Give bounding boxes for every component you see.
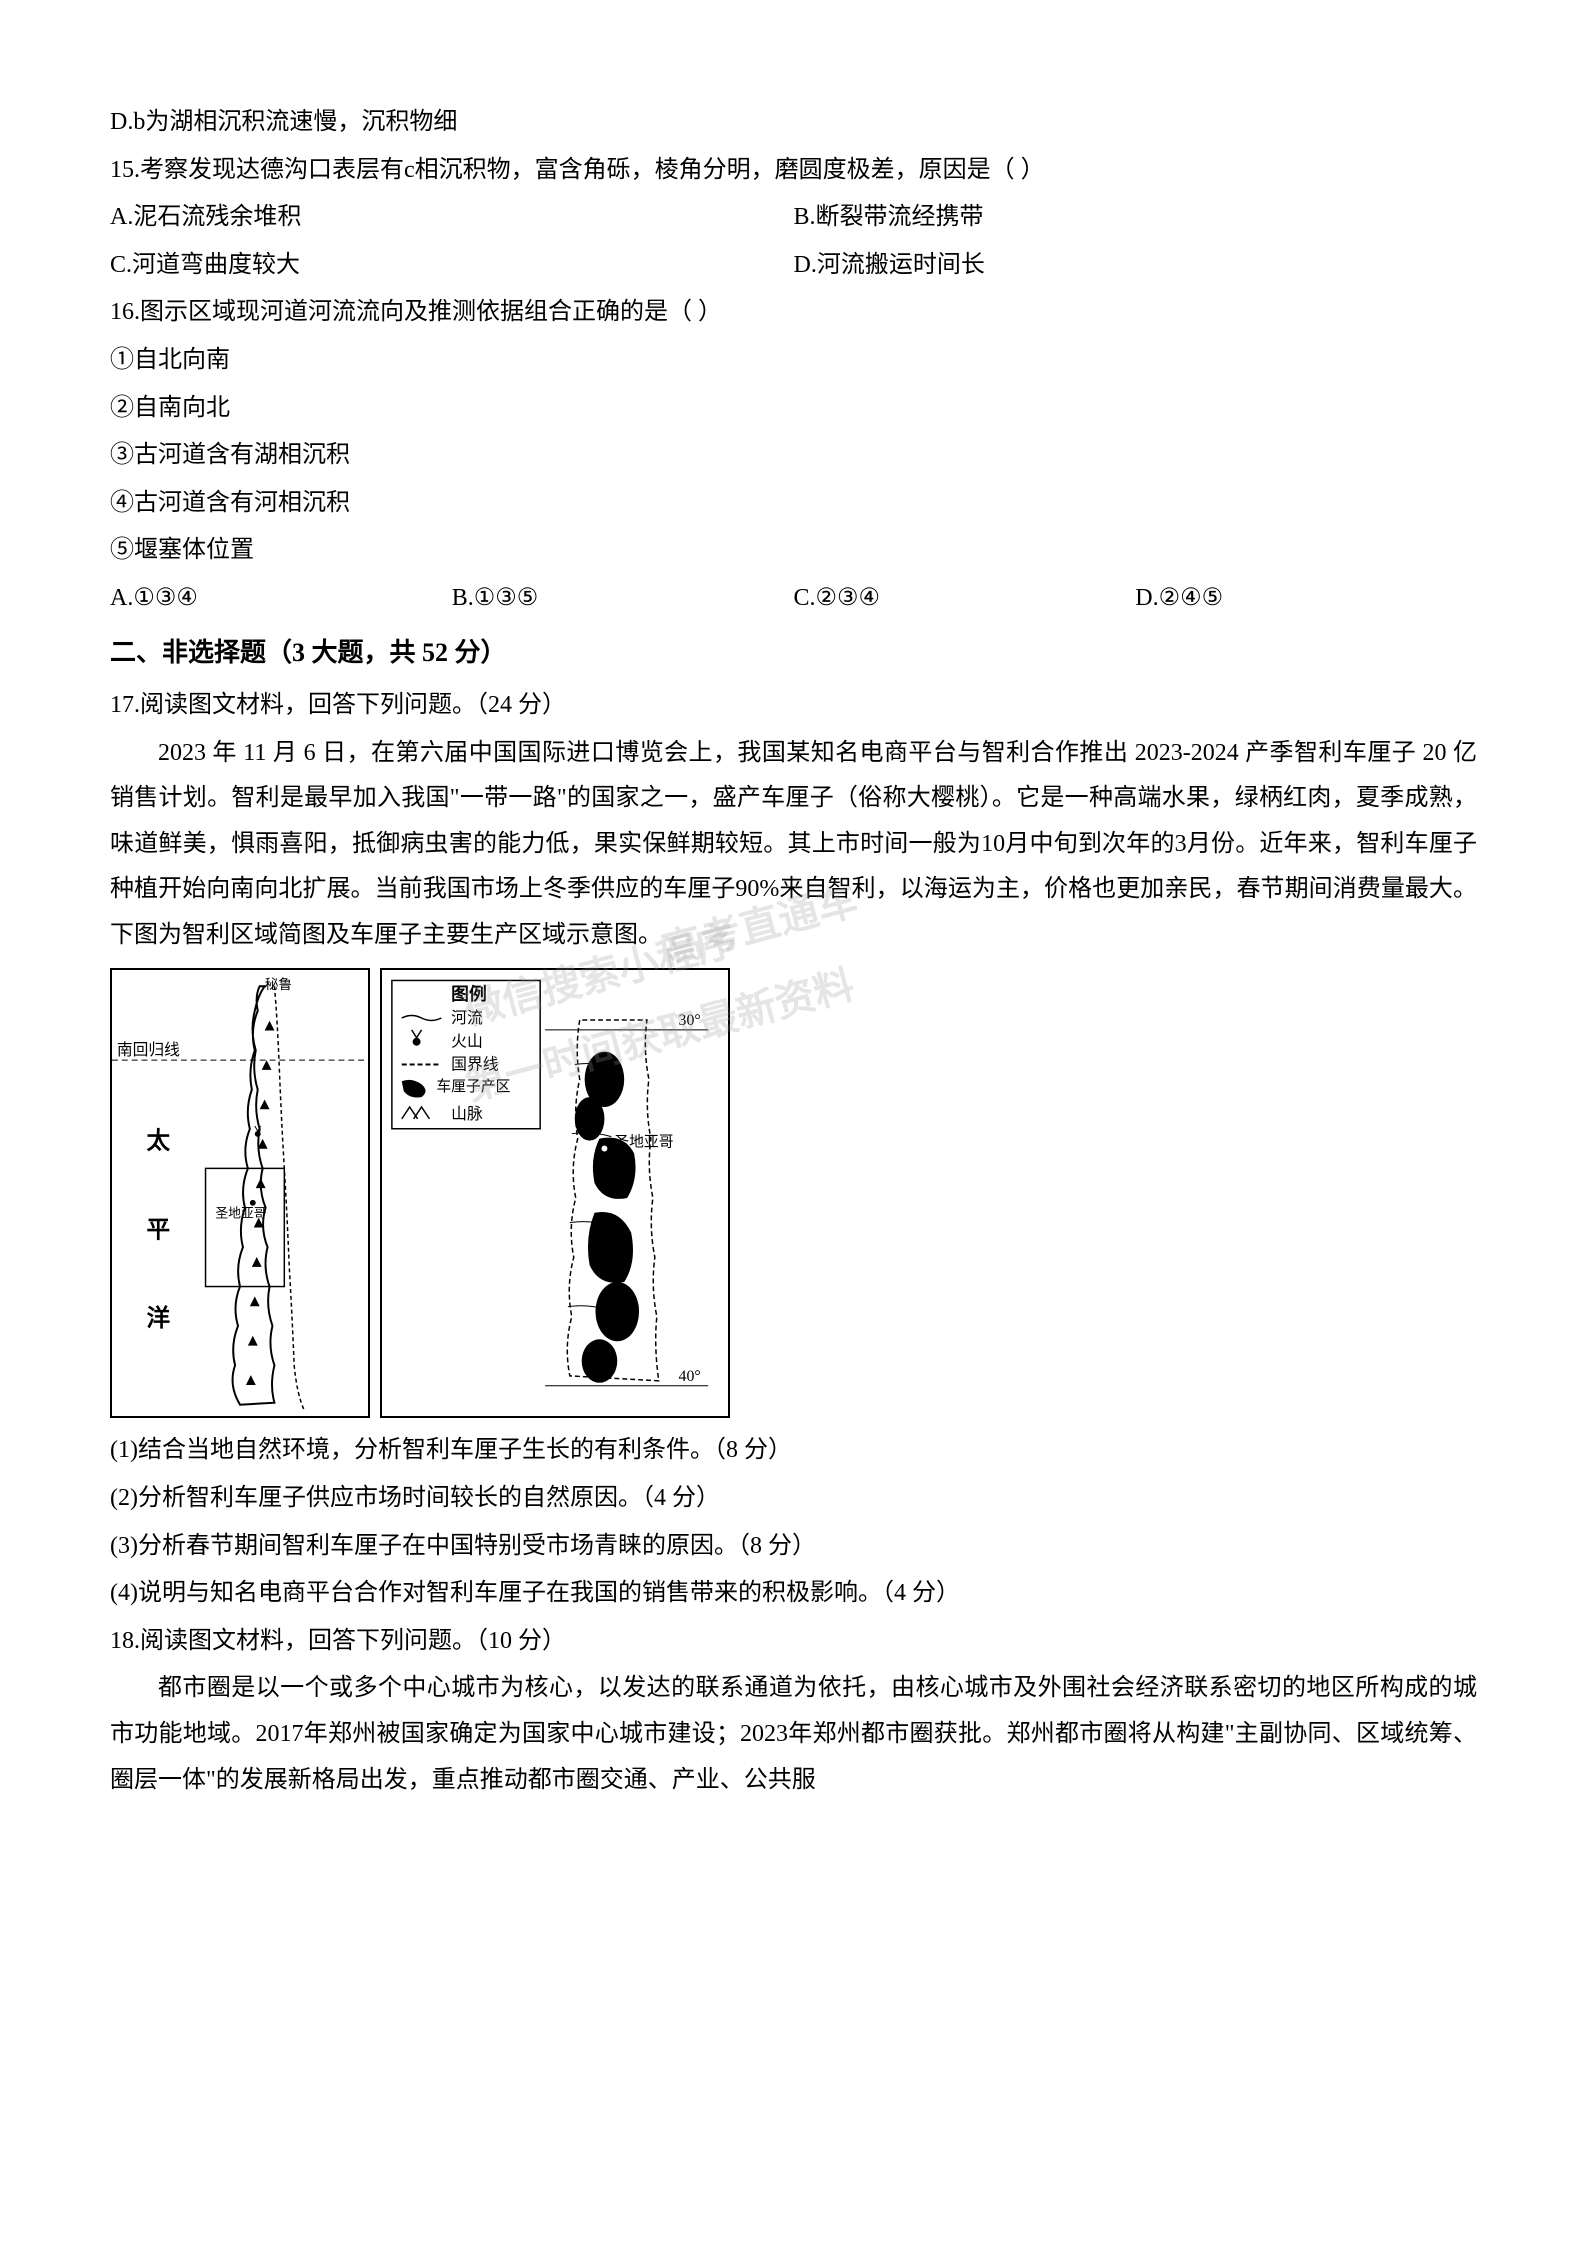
q15-option-b: B.断裂带流经携带 bbox=[794, 195, 1478, 241]
santiago-detail-marker bbox=[600, 1145, 608, 1153]
q16-opt4: ④古河道含有河相沉积 bbox=[110, 481, 1477, 527]
q16-opt5: ⑤堰塞体位置 bbox=[110, 528, 1477, 574]
chile-overview-map: 南回归线 太 平 洋 秘鲁 圣地亚哥 bbox=[110, 968, 370, 1418]
q17-stem: 17.阅读图文材料，回答下列问题。（24 分） bbox=[110, 683, 1477, 729]
legend-cherry: 车厘子产区 bbox=[436, 1079, 510, 1096]
q17-sub4: (4)说明与知名电商平台合作对智利车厘子在我国的销售带来的积极影响。（4 分） bbox=[110, 1571, 1477, 1617]
legend-mountain: 山脉 bbox=[451, 1105, 483, 1123]
mountain-icon bbox=[402, 1107, 430, 1119]
q16-opt2: ②自南向北 bbox=[110, 386, 1477, 432]
q16-stem: 16.图示区域现河道河流流向及推测依据组合正确的是（ ） bbox=[110, 290, 1477, 336]
q16-options-row: A.①③④ B.①③⑤ C.②③④ D.②④⑤ bbox=[110, 576, 1477, 622]
q15-option-c: C.河道弯曲度较大 bbox=[110, 243, 794, 289]
legend-title: 图例 bbox=[451, 984, 487, 1005]
q16-option-a: A.①③④ bbox=[110, 576, 452, 622]
q16-option-b: B.①③⑤ bbox=[452, 576, 794, 622]
santiago-marker bbox=[250, 1200, 256, 1206]
q15-options-row2: C.河道弯曲度较大 D.河流搬运时间长 bbox=[110, 243, 1477, 289]
santiago-label: 圣地亚哥 bbox=[215, 1207, 266, 1221]
q17-sub2: (2)分析智利车厘子供应市场时间较长的自然原因。（4 分） bbox=[110, 1476, 1477, 1522]
section2-header: 二、非选择题（3 大题，共 52 分） bbox=[110, 628, 1477, 677]
q15-option-a: A.泥石流残余堆积 bbox=[110, 195, 794, 241]
santiago-detail-label: 圣地亚哥 bbox=[614, 1134, 673, 1151]
q15-stem: 15.考察发现达德沟口表层有c相沉积物，富含角砾，棱角分明，磨圆度极差，原因是（… bbox=[110, 148, 1477, 194]
q17-sub1: (1)结合当地自然环境，分析智利车厘子生长的有利条件。（8 分） bbox=[110, 1428, 1477, 1474]
cherry-region-map: 图例 河流 火山 国界线 车厘子产区 山脉 30° 40° bbox=[380, 968, 730, 1418]
river-icon bbox=[402, 1016, 442, 1021]
cherry-icon bbox=[402, 1080, 426, 1098]
q15-option-d: D.河流搬运时间长 bbox=[794, 243, 1478, 289]
cherry-regions bbox=[575, 1052, 639, 1383]
q17-paragraph: 2023 年 11 月 6 日，在第六届中国国际进口博览会上，我国某知名电商平台… bbox=[110, 731, 1477, 959]
q18-paragraph: 都市圈是以一个或多个中心城市为核心，以发达的联系通道为依托，由核心城市及外围社会… bbox=[110, 1666, 1477, 1803]
tropic-label: 南回归线 bbox=[117, 1042, 180, 1060]
q17-sub3: (3)分析春节期间智利车厘子在中国特别受市场青睐的原因。（8 分） bbox=[110, 1524, 1477, 1570]
peru-label: 秘鲁 bbox=[265, 978, 293, 993]
q16-option-c: C.②③④ bbox=[794, 576, 1136, 622]
legend-border: 国界线 bbox=[451, 1056, 499, 1074]
volcano-icon bbox=[413, 1038, 421, 1046]
legend-volcano: 火山 bbox=[451, 1033, 483, 1051]
ocean-label: 洋 bbox=[146, 1304, 170, 1332]
q16-opt3: ③古河道含有湖相沉积 bbox=[110, 433, 1477, 479]
map-container: 高考直通车 微信搜索小程序 第一时间获取最新资料 南回归线 太 平 洋 秘鲁 bbox=[110, 968, 1477, 1418]
ocean-label: 太 bbox=[146, 1128, 170, 1155]
q16-option-d: D.②④⑤ bbox=[1135, 576, 1477, 622]
q16-opt1: ①自北向南 bbox=[110, 338, 1477, 384]
inset-box bbox=[206, 1169, 285, 1287]
ocean-label: 平 bbox=[146, 1218, 170, 1244]
q18-stem: 18.阅读图文材料，回答下列问题。（10 分） bbox=[110, 1619, 1477, 1665]
legend-river: 河流 bbox=[451, 1009, 483, 1027]
lat30-label: 30° bbox=[679, 1012, 701, 1029]
q15-options-row1: A.泥石流残余堆积 B.断裂带流经携带 bbox=[110, 195, 1477, 241]
q14-option-d: D.b为湖相沉积流速慢，沉积物细 bbox=[110, 100, 1477, 146]
lat40-label: 40° bbox=[679, 1368, 701, 1385]
